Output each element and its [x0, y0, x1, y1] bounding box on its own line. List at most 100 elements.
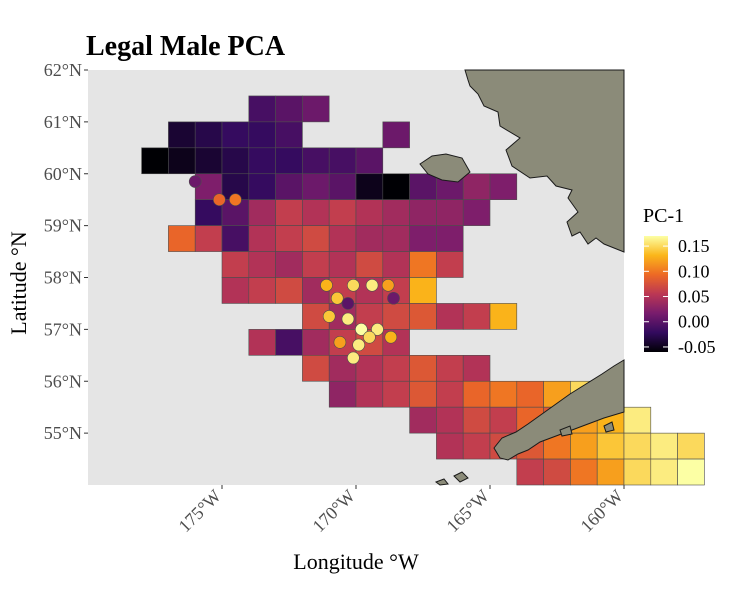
grid-cell	[516, 458, 544, 486]
grid-cell	[462, 432, 491, 460]
colorbar-legend: PC-1 0.15 0.10 0.05 0.00 -0.05	[643, 205, 716, 357]
grid-cell	[596, 458, 625, 486]
grid-cell	[382, 355, 410, 382]
station-circle	[363, 330, 376, 344]
station-circle	[384, 330, 398, 344]
legend-tick-label: 0.10	[678, 261, 710, 281]
station-circle	[330, 291, 344, 305]
legend-tick-label: -0.05	[678, 337, 716, 357]
grid-cell	[275, 277, 303, 304]
grid-cell	[436, 251, 464, 278]
grid-cell	[382, 303, 410, 330]
legend-ticks: 0.15 0.10 0.05 0.00 -0.05	[644, 236, 716, 357]
grid-cell	[462, 173, 491, 200]
station-circle	[341, 312, 355, 326]
grid-cell	[302, 225, 330, 252]
grid-cell	[623, 432, 652, 460]
grid-cell	[382, 199, 410, 226]
grid-cell	[328, 225, 357, 252]
grid-cell	[141, 147, 169, 175]
grid-cell	[489, 406, 518, 434]
station-circle	[341, 297, 355, 310]
grid-cell	[221, 277, 250, 304]
grid-cell	[462, 406, 491, 434]
grid-cell	[489, 173, 518, 200]
grid-cell	[194, 121, 223, 149]
station-circle	[322, 310, 336, 323]
y-tick-label: 57°N	[44, 319, 82, 339]
station-circle	[371, 323, 384, 336]
grid-cell	[248, 251, 276, 278]
x-axis-title: Longitude °W	[293, 549, 419, 574]
x-axis-ticks: 175°W 170°W 165°W 160°W	[174, 485, 627, 536]
unimak-islet	[453, 471, 469, 483]
station-circle	[381, 278, 395, 292]
grid-cell	[462, 303, 491, 330]
legend-tick-label: 0.00	[678, 312, 710, 332]
grid-cell	[248, 173, 276, 200]
grid-cell	[382, 121, 410, 149]
grid-cell	[248, 277, 276, 304]
station-circle	[352, 338, 365, 352]
grid-cell	[221, 251, 250, 278]
grid-cell	[409, 277, 437, 304]
grid-cell	[516, 380, 544, 408]
x-tick-label: 165°W	[442, 486, 492, 536]
grid-cell	[355, 147, 384, 175]
x-tick-label: 175°W	[174, 486, 224, 536]
grid-cell	[462, 355, 491, 382]
x-tick-label: 160°W	[576, 486, 626, 536]
grid-cell	[328, 380, 357, 408]
station-circle	[347, 351, 360, 365]
grid-cell	[302, 147, 330, 175]
grid-cell	[328, 251, 357, 278]
station-circle	[188, 175, 202, 188]
grid-cell	[623, 458, 652, 486]
nunivak-island	[419, 153, 471, 183]
grid-cell	[355, 355, 384, 382]
grid-cell	[436, 355, 464, 382]
y-axis-ticks: 55°N 56°N 57°N 58°N 59°N 60°N 61°N 62°N	[44, 60, 88, 443]
grid-cell	[409, 173, 437, 200]
station-circle	[333, 336, 347, 349]
grid-cell	[409, 199, 437, 226]
grid-cell	[382, 173, 410, 200]
grid-cell	[328, 173, 357, 200]
grid-cell	[221, 121, 250, 149]
grid-cell	[275, 199, 303, 226]
grid-cell	[168, 225, 196, 252]
grid-cell	[489, 380, 518, 408]
grid-cell	[248, 95, 276, 123]
grid-cell	[168, 147, 196, 175]
grid-cell	[302, 329, 330, 356]
grid-cell	[409, 303, 437, 330]
y-axis-title: Latitude °N	[6, 231, 31, 335]
grid-cells-layer	[141, 95, 705, 486]
grid-cell	[248, 147, 276, 175]
grid-cell	[462, 380, 491, 408]
x-tick-label: 170°W	[308, 486, 358, 536]
grid-cell	[194, 225, 223, 252]
grid-cell	[436, 199, 464, 226]
grid-cell	[409, 406, 437, 434]
grid-cell	[248, 329, 276, 356]
grid-cell	[677, 458, 705, 486]
grid-cell	[382, 251, 410, 278]
grid-cell	[275, 329, 303, 356]
y-tick-label: 62°N	[44, 60, 82, 80]
grid-cell	[570, 432, 598, 460]
grid-cell	[302, 199, 330, 226]
grid-cell	[382, 225, 410, 252]
station-circle	[229, 193, 242, 206]
grid-cell	[248, 225, 276, 252]
y-tick-label: 56°N	[44, 371, 82, 391]
grid-cell	[248, 121, 276, 149]
y-tick-label: 55°N	[44, 423, 82, 443]
grid-cell	[355, 225, 384, 252]
y-tick-label: 59°N	[44, 216, 82, 236]
grid-cell	[194, 147, 223, 175]
grid-cell	[436, 303, 464, 330]
grid-cell	[302, 251, 330, 278]
grid-cell	[436, 406, 464, 434]
